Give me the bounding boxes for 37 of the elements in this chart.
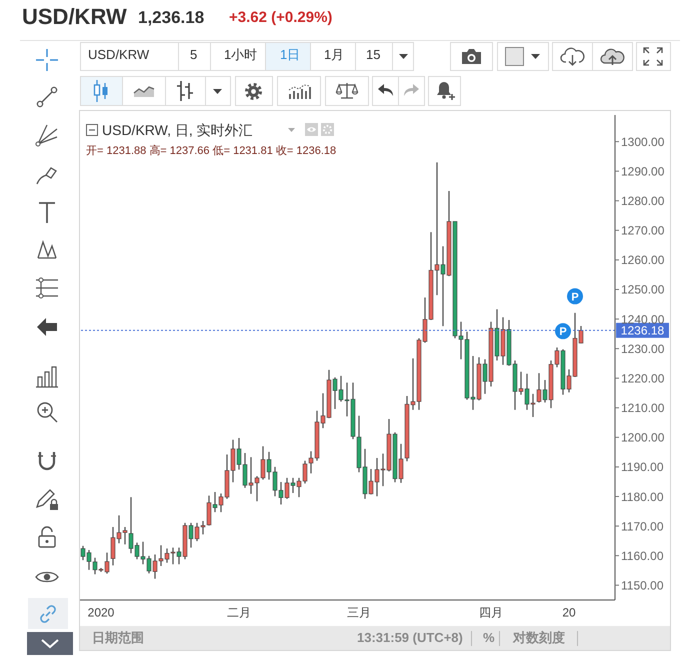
annotation: P — [559, 326, 567, 338]
y-tick-label: 1210.00 — [621, 401, 665, 416]
x-tick-label: 20 — [562, 606, 576, 620]
y-tick-label: 1200.00 — [621, 430, 665, 445]
text: 1日 — [280, 47, 300, 63]
text: 对数刻度 — [513, 630, 565, 646]
text: 1月 — [324, 47, 344, 63]
x-tick-label: 三月 — [347, 606, 371, 620]
text: 5 — [190, 47, 198, 63]
y-tick-label: 1230.00 — [621, 342, 665, 356]
chart-title: USD/KRW — [22, 4, 127, 30]
x-tick-label: 四月 — [479, 606, 503, 620]
annotation: P — [571, 291, 579, 304]
y-tick-label: 1150.00 — [621, 578, 664, 592]
x-tick-label: 二月 — [227, 606, 251, 620]
text: 13:31:59 (UTC+8) — [357, 630, 463, 646]
annotation: 开= 1231.88 高= 1237.66 低= 1231.81 收= 1236.18 — [86, 145, 336, 158]
text: 1,236.18 — [138, 8, 204, 28]
text: USD/KRW — [88, 47, 150, 63]
y-tick-label: 1300.00 — [621, 134, 665, 149]
y-tick-label: 1250.00 — [621, 282, 665, 297]
text: 1小时 — [224, 47, 258, 63]
y-tick-label: 1270.00 — [621, 224, 665, 238]
y-tick-label: 1160.00 — [621, 548, 664, 563]
text: 日期范围 — [92, 630, 144, 646]
y-tick-label: 1180.00 — [621, 490, 664, 504]
y-tick-label: 1190.00 — [621, 460, 664, 474]
y-tick-label: 1280.00 — [621, 194, 665, 208]
text: +3.62 (+0.29%) — [229, 9, 332, 26]
text: % — [483, 630, 495, 646]
annotation: USD/KRW, 日, 实时外汇 — [102, 122, 253, 138]
y-tick-label: 1170.00 — [621, 519, 664, 534]
y-tick-label: 1220.00 — [621, 371, 665, 386]
y-tick-label: 1290.00 — [621, 164, 665, 178]
text: 15 — [366, 47, 380, 63]
x-tick-label: 2020 — [88, 606, 115, 620]
y-tick-label: 1260.00 — [621, 253, 665, 268]
